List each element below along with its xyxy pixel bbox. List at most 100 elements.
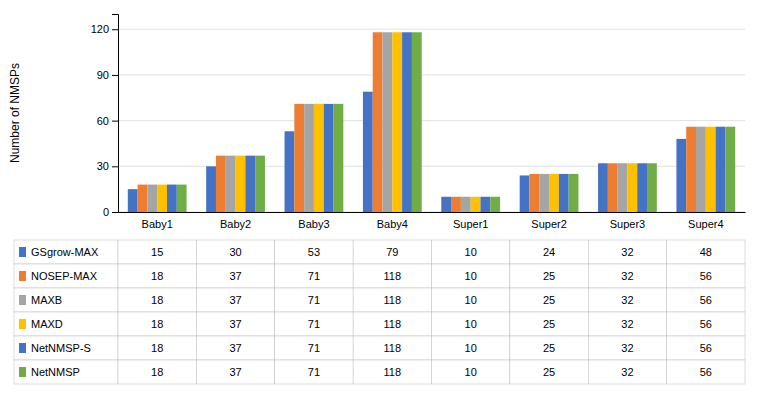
bar bbox=[725, 127, 735, 212]
table-value: 56 bbox=[700, 270, 712, 282]
table-value: 32 bbox=[621, 366, 633, 378]
table-cell bbox=[588, 360, 666, 384]
bar bbox=[128, 189, 138, 212]
table-value: 37 bbox=[229, 318, 241, 330]
y-tick-mark bbox=[112, 212, 118, 213]
bar bbox=[627, 163, 637, 212]
bar bbox=[461, 197, 471, 212]
table-cell bbox=[667, 240, 745, 264]
table-cell bbox=[353, 240, 431, 264]
table-value: 71 bbox=[308, 294, 320, 306]
table-cell bbox=[667, 312, 745, 336]
table-marker bbox=[19, 295, 26, 305]
table-cell bbox=[510, 360, 588, 384]
table-value: 71 bbox=[308, 342, 320, 354]
bar bbox=[696, 127, 706, 212]
table-cell bbox=[275, 360, 353, 384]
bar bbox=[706, 127, 716, 212]
y-tick: 60 bbox=[97, 115, 118, 127]
bar bbox=[383, 32, 393, 212]
x-tick: Super2 bbox=[531, 218, 566, 230]
table-cell bbox=[118, 336, 196, 360]
table-value: 32 bbox=[621, 342, 633, 354]
bar-series bbox=[167, 32, 725, 212]
y-tick-mark bbox=[112, 29, 118, 30]
table-value: 71 bbox=[308, 366, 320, 378]
bar bbox=[138, 185, 148, 212]
bar bbox=[285, 131, 295, 212]
table-cell bbox=[432, 360, 510, 384]
y-tick-label: 30 bbox=[97, 160, 109, 172]
bar bbox=[255, 156, 265, 212]
y-tick-label: 90 bbox=[97, 69, 109, 81]
data-table: GSgrow-MAX1530537910243248NOSEP-MAX18377… bbox=[14, 240, 745, 384]
bar bbox=[529, 174, 539, 212]
y-tick: 30 bbox=[97, 160, 118, 172]
table-cell bbox=[588, 264, 666, 288]
bar-series bbox=[138, 32, 696, 212]
table-cell bbox=[275, 312, 353, 336]
table-value: 10 bbox=[465, 318, 477, 330]
y-tick: 0 bbox=[103, 206, 118, 218]
x-tick-label: Baby2 bbox=[220, 218, 251, 230]
table-label-cell bbox=[14, 312, 118, 336]
bar bbox=[216, 156, 226, 212]
table-cell bbox=[196, 264, 274, 288]
table-marker bbox=[19, 367, 26, 377]
y-tick-label: 60 bbox=[97, 115, 109, 127]
table-cell bbox=[588, 312, 666, 336]
table-cell bbox=[432, 288, 510, 312]
table-value: 10 bbox=[465, 342, 477, 354]
table-value: 56 bbox=[700, 342, 712, 354]
y-tick: 120 bbox=[91, 23, 118, 35]
x-tick: Super4 bbox=[688, 218, 723, 230]
x-tick: Super1 bbox=[453, 218, 488, 230]
x-tick-label: Super1 bbox=[453, 218, 488, 230]
table-value: 24 bbox=[543, 246, 555, 258]
table-cell bbox=[510, 336, 588, 360]
table-value: 56 bbox=[700, 366, 712, 378]
table-cell bbox=[353, 288, 431, 312]
bar bbox=[304, 104, 314, 212]
table-cell bbox=[667, 336, 745, 360]
table-row: MAXB18377111810253256 bbox=[14, 288, 745, 312]
table-row-label: MAXD bbox=[31, 318, 63, 330]
table-cell bbox=[510, 264, 588, 288]
table-cell bbox=[353, 264, 431, 288]
bar bbox=[226, 156, 236, 212]
table-cell bbox=[510, 240, 588, 264]
table-label-cell bbox=[14, 360, 118, 384]
table-row-label: MAXB bbox=[31, 294, 62, 306]
table-value: 56 bbox=[700, 318, 712, 330]
table-value: 10 bbox=[465, 366, 477, 378]
table-cell bbox=[432, 336, 510, 360]
bar bbox=[402, 32, 412, 212]
table-value: 48 bbox=[700, 246, 712, 258]
table-value: 30 bbox=[229, 246, 241, 258]
table-value: 56 bbox=[700, 294, 712, 306]
bar bbox=[177, 185, 187, 212]
table-cell bbox=[432, 264, 510, 288]
table-marker bbox=[19, 247, 26, 257]
table-cell bbox=[353, 336, 431, 360]
x-tick-label: Super4 bbox=[688, 218, 723, 230]
bar bbox=[716, 127, 726, 212]
bar bbox=[167, 185, 177, 212]
x-tick-label: Super2 bbox=[531, 218, 566, 230]
grid-line bbox=[118, 29, 745, 30]
table-row-label: NetNMSP-S bbox=[31, 342, 91, 354]
y-tick-mark bbox=[112, 121, 118, 122]
bar bbox=[471, 197, 481, 212]
table-cell bbox=[275, 288, 353, 312]
x-axis-line bbox=[119, 212, 746, 213]
bar bbox=[637, 163, 647, 212]
x-tick: Baby3 bbox=[298, 218, 329, 230]
grid-line bbox=[118, 74, 745, 75]
bar bbox=[363, 92, 373, 212]
table-row: GSgrow-MAX1530537910243248 bbox=[14, 240, 745, 264]
bar bbox=[451, 197, 461, 212]
table-value: 32 bbox=[621, 294, 633, 306]
table-cell bbox=[667, 360, 745, 384]
bar bbox=[245, 156, 255, 212]
table-cell bbox=[667, 288, 745, 312]
